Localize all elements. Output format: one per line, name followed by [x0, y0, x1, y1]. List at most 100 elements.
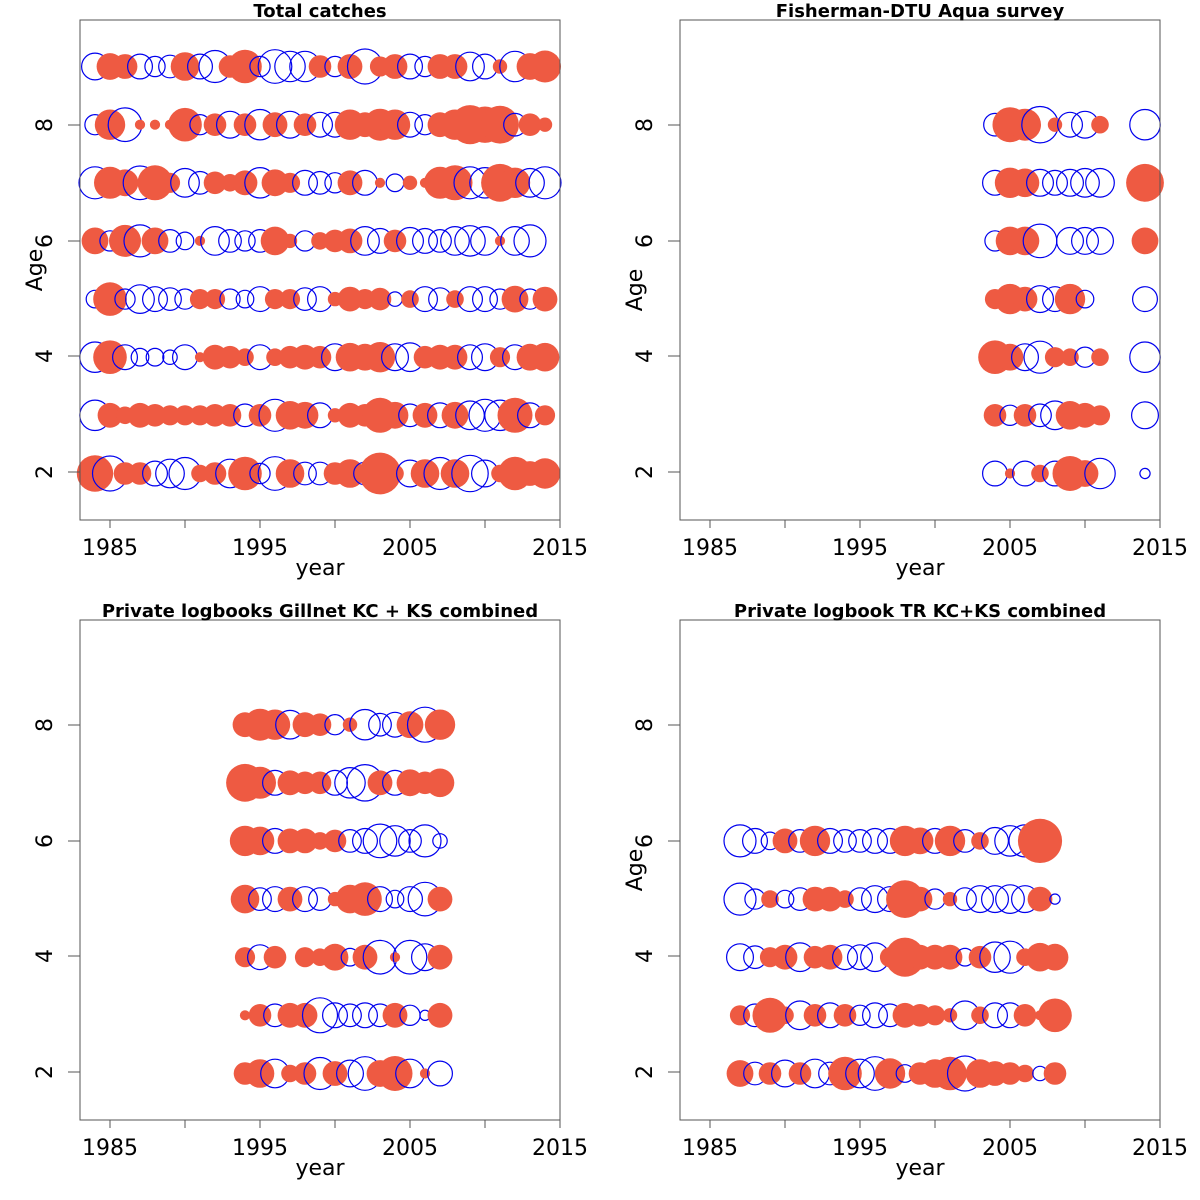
bubble-age2-1984 — [76, 455, 114, 492]
bubble-age5-1989 — [761, 890, 779, 908]
bubble-age3-2014 — [1131, 401, 1160, 430]
bubble-age6-2006 — [412, 227, 439, 254]
x-axis-label: year — [295, 1156, 345, 1181]
bubble-age3-2004 — [982, 1002, 1009, 1029]
bubble-age3-2004 — [381, 401, 409, 429]
bubble-age6-1996 — [862, 827, 889, 854]
bubble-age7-2007 — [1026, 168, 1055, 197]
bubble-age5-2003 — [966, 885, 995, 914]
bubble-age6-1988 — [741, 827, 768, 854]
bubble-age8-2013 — [518, 113, 542, 136]
bubble-age4-1990 — [171, 344, 198, 371]
x-tick-label: 1985 — [682, 1136, 738, 1161]
bubble-age3-1990 — [776, 1006, 794, 1025]
bubble-layer — [76, 48, 562, 495]
bubble-age6-2003 — [362, 823, 398, 859]
y-tick-label: 8 — [633, 118, 658, 132]
plot-frame — [679, 619, 1161, 1121]
bubble-age4-1993 — [218, 345, 242, 369]
bubble-age4-1994 — [236, 348, 254, 367]
bubble-age5-1997 — [277, 886, 303, 912]
x-axis: 1985 1995 2005 2015 year — [682, 1119, 1188, 1181]
bubble-age4-2014 — [1129, 341, 1161, 373]
bubble-age9-1991 — [186, 53, 213, 80]
bubble-age2-1998 — [293, 1062, 317, 1085]
x-axis-label: year — [295, 556, 345, 581]
bubble-age3-2001 — [942, 1008, 958, 1023]
bubble-age8-2002 — [349, 708, 381, 741]
bubble-age3-2003 — [971, 1006, 989, 1025]
y-tick-label: 4 — [33, 949, 58, 963]
bubble-age6-1993 — [817, 827, 844, 854]
bubble-age6-2011 — [1086, 226, 1115, 255]
bubble-age3-2006 — [412, 402, 438, 428]
bubble-age2-1987 — [128, 462, 152, 485]
bubble-age2-2001 — [335, 459, 365, 488]
bubble-age5-1987 — [125, 284, 155, 315]
bubble-age8-2008 — [1047, 117, 1063, 132]
x-tick-label: 1995 — [832, 536, 888, 561]
bubble-age4-1996 — [263, 945, 287, 969]
bubble-age2-1989 — [758, 1062, 782, 1085]
plot-frame — [79, 619, 561, 1121]
bubble-age9-1987 — [126, 53, 153, 80]
bubble-age2-1998 — [293, 461, 317, 486]
bubble-age5-2014 — [1132, 286, 1159, 313]
bubble-age7-2014 — [528, 166, 562, 200]
y-axis: 2 4 6 8 Age — [623, 118, 680, 479]
bubble-age5-1992 — [204, 289, 226, 310]
bubble-age5-2001 — [337, 286, 363, 312]
bubble-age7-1986 — [111, 169, 139, 197]
x-tick-label: 2005 — [982, 1136, 1038, 1161]
bubble-age5-2010 — [1075, 289, 1095, 309]
bubble-age6-2010 — [1071, 226, 1100, 255]
bubble-age3-1992 — [803, 1004, 827, 1027]
bubble-age8-2003 — [368, 712, 392, 737]
bubble-age3-1989 — [159, 405, 181, 426]
bubble-age5-2009 — [457, 286, 484, 313]
bubble-age5-1996 — [264, 289, 286, 310]
bubble-age3-1999 — [301, 997, 339, 1034]
bubble-age5-2006 — [412, 286, 439, 313]
bubble-age6-2008 — [440, 225, 470, 256]
bubble-age7-1989 — [159, 172, 181, 193]
bubble-age8-1998 — [293, 113, 317, 136]
bubble-age6-2005 — [398, 828, 422, 853]
bubble-age2-2001 — [336, 1059, 365, 1088]
bubble-age4-1991 — [194, 352, 206, 363]
bubble-age2-1991 — [788, 1062, 812, 1085]
panel-gillnet-logbooks: Private logbooks Gillnet KC + KS combine… — [33, 601, 588, 1181]
bubble-age6-1988 — [141, 227, 169, 255]
bubble-age6-1994 — [833, 828, 857, 853]
bubble-age3-1990 — [174, 405, 196, 426]
bubble-age5-2002 — [348, 882, 382, 916]
y-tick-label: 2 — [33, 1065, 58, 1079]
bubble-age6-2004 — [379, 825, 411, 857]
bubble-age8-2014 — [1129, 108, 1161, 141]
bubble-age5-1987 — [723, 882, 757, 916]
bubble-age5-1998 — [293, 287, 317, 312]
bubble-age6-2003 — [971, 832, 989, 850]
bubble-age8-1992 — [203, 113, 227, 136]
bubble-age3-1995 — [849, 1004, 871, 1026]
bubble-age2-2007 — [427, 1060, 454, 1087]
bubble-age8-1999 — [308, 713, 332, 736]
bubble-age2-1997 — [275, 459, 305, 488]
bubble-age9-1995 — [249, 55, 271, 78]
x-tick-label: 2005 — [982, 536, 1038, 561]
plot-frame — [679, 19, 1161, 521]
bubble-age2-2008 — [1043, 1062, 1067, 1085]
bubble-age3-2000 — [924, 1005, 946, 1026]
bubble-age5-2005 — [401, 290, 419, 308]
x-axis-label: year — [895, 1156, 945, 1181]
bubble-age7-2001 — [337, 170, 363, 196]
bubble-age8-1985 — [94, 109, 126, 140]
bubble-age7-1996 — [261, 169, 289, 197]
bubble-age5-2008 — [1049, 893, 1061, 905]
bubble-age4-2014 — [530, 342, 560, 372]
bubble-age4-2011 — [489, 347, 511, 368]
bubble-age3-2010 — [1072, 402, 1098, 428]
bubble-age7-2013 — [515, 167, 545, 198]
bubble-age3-2004 — [382, 1002, 408, 1028]
bubble-age7-2005 — [402, 175, 418, 190]
